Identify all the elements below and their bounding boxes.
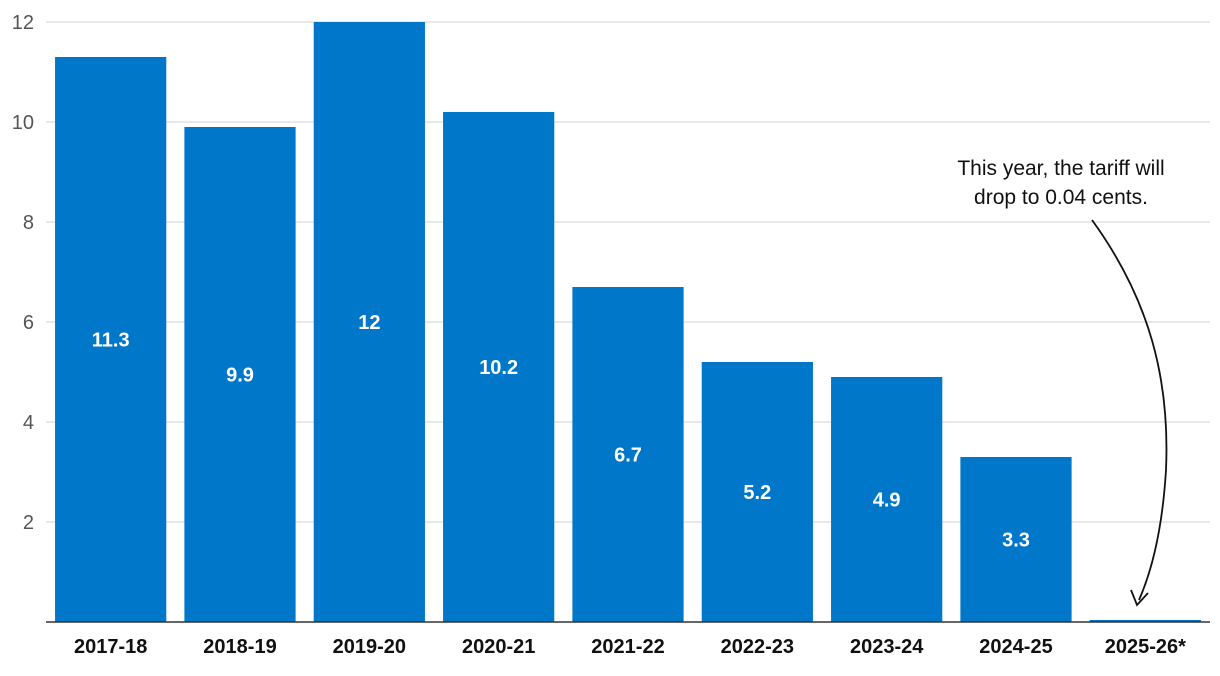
x-tick-label: 2020-21 bbox=[462, 636, 535, 658]
bar bbox=[55, 57, 167, 622]
data-label: 6.7 bbox=[614, 445, 642, 467]
bar bbox=[443, 112, 555, 622]
x-tick-label: 2021-22 bbox=[591, 636, 664, 658]
data-label: 4.9 bbox=[873, 490, 901, 512]
bar bbox=[701, 362, 813, 622]
annotation-line-2: drop to 0.04 cents. bbox=[974, 186, 1148, 209]
x-tick-label: 2017-18 bbox=[74, 636, 147, 658]
y-tick-label: 10 bbox=[12, 112, 34, 134]
data-labels: 11.3 9.9 12 10.2 6.7 5.2 4.9 3.3 bbox=[92, 312, 1030, 552]
data-label: 9.9 bbox=[226, 365, 254, 387]
data-label: 12 bbox=[358, 312, 380, 334]
x-tick-label: 2018-19 bbox=[203, 636, 276, 658]
y-tick-label: 2 bbox=[23, 512, 34, 534]
x-tick-label: 2023-24 bbox=[850, 636, 924, 658]
bars bbox=[55, 22, 1201, 622]
y-axis-ticks: 2 4 6 8 10 12 bbox=[12, 12, 34, 534]
data-label: 5.2 bbox=[743, 482, 771, 504]
annotation-line-1: This year, the tariff will bbox=[957, 157, 1164, 180]
data-label: 11.3 bbox=[92, 330, 130, 352]
y-tick-label: 8 bbox=[23, 212, 34, 234]
bar bbox=[1089, 620, 1201, 622]
data-label: 3.3 bbox=[1002, 530, 1030, 552]
x-tick-label: 2022-23 bbox=[721, 636, 794, 658]
bar bbox=[960, 457, 1072, 622]
y-tick-label: 12 bbox=[12, 12, 34, 34]
bar bbox=[313, 22, 425, 622]
annotation-arrowhead bbox=[1130, 589, 1149, 607]
y-tick-label: 6 bbox=[23, 312, 34, 334]
bar bbox=[572, 287, 684, 622]
y-tick-label: 4 bbox=[23, 412, 34, 434]
annotation-arrow bbox=[1091, 219, 1168, 601]
x-tick-label: 2019-20 bbox=[333, 636, 406, 658]
x-axis-ticks: 2017-18 2018-19 2019-20 2020-21 2021-22 2022-… bbox=[74, 636, 1186, 658]
annotation: This year, the tariff will drop to 0.04 … bbox=[957, 157, 1168, 607]
x-tick-label: 2024-25 bbox=[979, 636, 1052, 658]
data-label: 10.2 bbox=[479, 357, 518, 379]
bar bbox=[184, 127, 296, 622]
x-tick-label: 2025-26* bbox=[1105, 636, 1186, 658]
bar bbox=[831, 377, 943, 622]
